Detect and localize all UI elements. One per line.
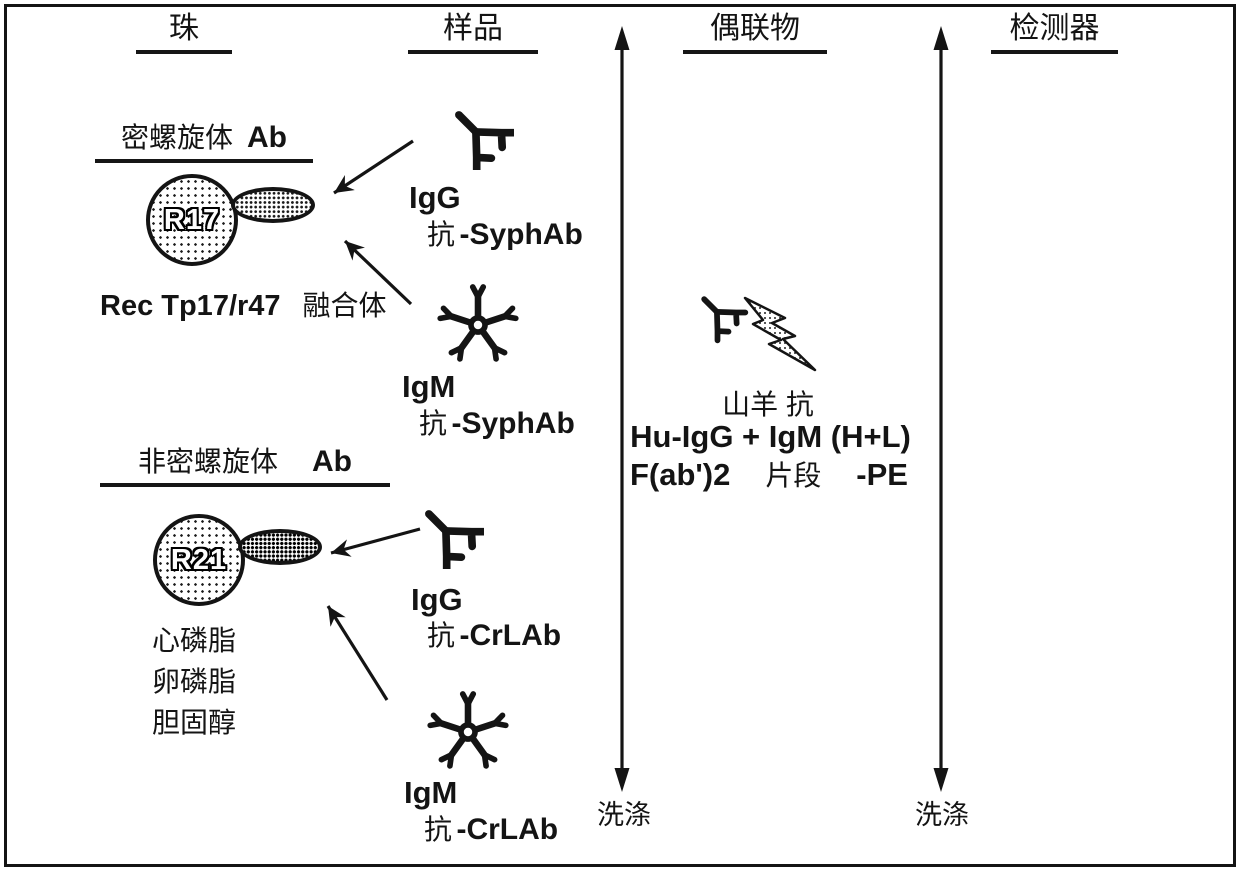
r17-bead: R17 (146, 174, 238, 266)
nontreponemal-heading-ab: Ab (312, 445, 352, 478)
treponemal-igg-anti-prefix: 抗 (427, 219, 456, 250)
column-header-detector: 检测器 (991, 13, 1118, 54)
nontreponemal-igg-title: IgG (411, 582, 463, 617)
r17-antigen-ellipse (231, 187, 315, 223)
treponemal-igm-anti-target: -SyphAb (451, 407, 575, 440)
column-header-bead-label: 珠 (169, 12, 199, 45)
column-header-bead: 珠 (136, 13, 232, 54)
binding-arrow-igg-to-r21 (330, 527, 421, 557)
column-header-sample-label: 样品 (443, 12, 503, 45)
treponemal-heading: 密螺旋体 Ab (95, 122, 313, 163)
treponemal-igg-anti: 抗 -SyphAb (427, 213, 583, 253)
treponemal-igm-title: IgM (402, 369, 456, 404)
treponemal-igm-anti: 抗 -SyphAb (419, 402, 575, 442)
r17-caption-latin: Rec Tp17/r47 (100, 290, 281, 322)
treponemal-heading-text: 密螺旋体 (120, 122, 233, 153)
column-header-sample: 样品 (408, 13, 538, 54)
treponemal-igg-title: IgG (409, 180, 461, 215)
wash-label-2: 洗涤 (915, 800, 969, 830)
nontreponemal-igm-anti-prefix: 抗 (424, 814, 453, 845)
igg-antibody-icon (444, 100, 514, 170)
igm-pentamer-antibody-icon (433, 280, 523, 370)
conjugate-line1: 山羊 抗 (722, 389, 814, 420)
r21-bead: R21 (153, 514, 245, 606)
treponemal-igg-anti-target: -SyphAb (459, 218, 583, 251)
treponemal-heading-ab: Ab (247, 121, 287, 154)
goat-anti-conjugate-pe-icon (693, 286, 823, 378)
wash-column-arrow-1 (614, 26, 630, 792)
nontreponemal-igg-anti-prefix: 抗 (427, 620, 456, 651)
coating-cardiolipin: 心磷脂 (152, 625, 237, 656)
coating-cholesterol: 胆固醇 (152, 707, 237, 738)
column-header-conjugate-label: 偶联物 (710, 12, 800, 45)
nontreponemal-igm-anti-target: -CrLAb (456, 813, 559, 846)
conjugate-fragment: 片段 (765, 460, 822, 491)
igg-antibody-icon (414, 499, 484, 569)
binding-arrow-igg-to-r17 (333, 139, 414, 195)
conjugate-line3: F(ab')2 片段 -PE (630, 454, 908, 494)
wash-label-1: 洗涤 (597, 800, 651, 830)
coating-lecithin: 卵磷脂 (152, 666, 237, 697)
conjugate-fab2: F(ab')2 (630, 457, 731, 492)
igm-pentamer-antibody-icon (423, 687, 513, 777)
pe-lightning-bolt (743, 296, 817, 372)
r21-antigen-ellipse (238, 529, 322, 565)
wash-column-arrow-2 (933, 26, 949, 792)
conjugate-line2: Hu-IgG + IgM (H+L) (630, 419, 911, 454)
nontreponemal-igg-anti-target: -CrLAb (459, 619, 562, 652)
nontreponemal-heading-text: 非密螺旋体 (137, 446, 278, 477)
r17-bead-caption: Rec Tp17/r47 融合体 (100, 284, 387, 324)
nontreponemal-igm-anti: 抗 -CrLAb (424, 808, 558, 848)
column-header-conjugate: 偶联物 (683, 13, 827, 54)
binding-arrow-igm-to-r21 (326, 605, 389, 701)
nontreponemal-igm-title: IgM (404, 775, 458, 810)
treponemal-igm-anti-prefix: 抗 (419, 408, 448, 439)
r21-bead-label: R21 (170, 543, 228, 576)
nontreponemal-igg-anti: 抗 -CrLAb (427, 614, 561, 654)
r17-caption-cjk: 融合体 (302, 290, 387, 321)
column-header-detector-label: 检测器 (1009, 12, 1100, 45)
nontreponemal-heading: 非密螺旋体 Ab (100, 446, 390, 487)
r17-bead-label: R17 (163, 203, 221, 236)
conjugate-pe: -PE (856, 457, 908, 492)
